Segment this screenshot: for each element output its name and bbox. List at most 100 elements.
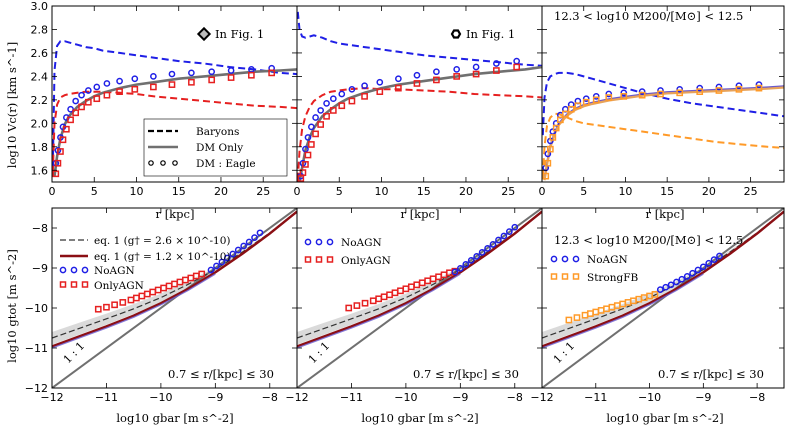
- onlyagn-dm-point: [52, 170, 60, 178]
- top-ylabel: log10 Vc(r) [km s^-1]: [5, 42, 19, 168]
- bottom-panel-1-ytick-label: −8: [32, 222, 48, 235]
- top-panel-1-ytick-label: 2.6: [31, 47, 49, 60]
- onlyagn-dm-point: [317, 121, 325, 128]
- legend-noagn-marker: [59, 266, 67, 274]
- strongfb-dm-point: [582, 98, 590, 106]
- noagn-dm-point: [78, 91, 85, 99]
- legend-onlyagn-marker: [81, 281, 89, 288]
- strongfb-dm-point: [755, 84, 763, 92]
- onlyagn-rar-point: [143, 290, 151, 298]
- onlyagn-dm-point: [131, 85, 139, 93]
- top-panel-1-ytick-label: 1.8: [31, 141, 49, 154]
- bottom-xlabel-2: log10 gbar [m s^-2]: [361, 411, 478, 425]
- noagn-dm-point: [638, 88, 646, 96]
- noagn-dm-point: [395, 75, 402, 83]
- onlyagn-dm-point: [54, 159, 62, 167]
- top-panel-1-xtick-label: 15: [172, 185, 186, 198]
- onlyagn-dm-point: [299, 169, 307, 176]
- strongfb-dm-point: [638, 91, 646, 99]
- legend-dm-eagle-marker: [148, 160, 154, 166]
- bottom-xlabel-1: log10 gbar [m s^-2]: [116, 411, 233, 425]
- strongfb-dm-point: [546, 145, 554, 153]
- onlyagn-dm-point: [348, 97, 356, 105]
- noagn-baryons-line: [52, 40, 297, 168]
- noagn-rar-point: [229, 250, 237, 258]
- onlyagn-rar-point: [149, 288, 157, 296]
- legend-eq-low-label: eq. 1 (g† = 2.6 × 10^-10): [94, 235, 231, 247]
- legend-eq-high-label: eq. 1 (g† = 1.2 × 10^-10): [94, 251, 231, 263]
- noagn-dm-point: [317, 107, 325, 114]
- onlyagn-rar-point: [176, 278, 184, 286]
- noagn-rar-point: [673, 278, 680, 286]
- noagn-rar-point: [240, 242, 247, 250]
- onlyagn-rar-point: [386, 291, 393, 299]
- noagn-rar-point: [473, 253, 481, 260]
- noagn-dm-point: [103, 80, 111, 87]
- onlyagn-rar-point: [133, 294, 140, 302]
- legend-dm-eagle-marker: [160, 160, 166, 166]
- strongfb-dm-point: [676, 89, 684, 97]
- panels-layer: 0 5 10 15 20 25 1.6 1.8 2.0 2.2 2.4 2.6 2.8 3.0 0 5 10 15…: [25, 0, 785, 404]
- noagn-dm-point: [376, 78, 384, 86]
- bottom-panel-1-xtick-label: −10: [149, 391, 172, 404]
- legend-noagn-label-1: NoAGN: [94, 265, 135, 277]
- noagn-dm-point: [605, 90, 613, 98]
- radius-range-label-1: 0.7 ≤ r/[kpc] ≤ 30: [168, 367, 274, 381]
- onlyagn-dm-point: [59, 136, 67, 144]
- onlyagn-dm-point: [361, 92, 368, 100]
- dmonly-curve: [542, 273, 704, 349]
- onlyagn-dm-point: [302, 161, 309, 168]
- top-title-2: In Fig. 1: [466, 27, 515, 41]
- bottom-panel-3-xtick-label: −8: [749, 391, 765, 404]
- strongfb-rar-point: [565, 316, 573, 324]
- noagn-rar-point: [678, 275, 686, 283]
- top-panel-3-frame: [541, 5, 785, 183]
- noagn-dm-point: [453, 66, 461, 73]
- bottom-legend-3: 12.3 < log10 M200/[M⊙] < 12.5 NoAGN Stro…: [550, 233, 743, 284]
- legend-noagn-marker: [315, 238, 323, 246]
- onlyagn-dm-point: [268, 69, 276, 77]
- noagn-dm-point: [338, 90, 346, 98]
- onlyagn-rar-point: [407, 283, 415, 291]
- noagn-rar-point: [451, 268, 459, 276]
- onlyagn-rar-point: [103, 303, 110, 311]
- top-panel-3-xtick-label: 15: [660, 185, 674, 198]
- noagn-dm-point: [84, 87, 92, 94]
- radius-range-label-2: 0.7 ≤ r/[kpc] ≤ 30: [413, 367, 519, 381]
- strongfb-dm-point: [735, 85, 743, 93]
- noagn-rar-point: [456, 265, 464, 272]
- onlyagn-rar-point: [380, 293, 388, 301]
- onlyagn-dm-point: [308, 141, 315, 148]
- legend-noagn-marker: [70, 266, 78, 274]
- noagn-rar-point: [213, 262, 220, 270]
- top-xlabel-1: r [kpc]: [156, 207, 195, 221]
- noagn-dm-point: [93, 83, 101, 91]
- onlyagn-rar-point: [397, 287, 404, 295]
- strongfb-dm-point: [567, 105, 575, 113]
- legend-noagn-marker: [561, 255, 569, 263]
- onlyagn-dm-point: [338, 102, 346, 110]
- noagn-dm-point: [323, 100, 330, 107]
- onlyagn-rar-point: [119, 299, 127, 306]
- noagn-rar-point: [234, 246, 242, 254]
- strongfb-dm-point: [620, 92, 628, 100]
- bottom-panel-3-xtick-label: −12: [530, 391, 553, 404]
- noagn-rar-point: [207, 266, 215, 274]
- top-panel-1-ytick-label: 3.0: [31, 0, 49, 13]
- top-panel-2-xtick-label: 15: [417, 185, 431, 198]
- noagn-rar-point: [500, 232, 508, 240]
- bottom-panel-2-xtick-label: −10: [394, 391, 417, 404]
- noagn-rar-point: [245, 238, 253, 246]
- legend-strongfb-marker: [572, 273, 580, 280]
- bottom-panel-2-marks: [297, 208, 542, 388]
- noagn-rar-point: [462, 261, 470, 268]
- noagn-rar-point: [467, 257, 475, 264]
- onlyagn-rar-point: [413, 281, 421, 289]
- noagn-rar-point: [689, 269, 696, 277]
- bottom-panel-1-xtick-label: −9: [207, 391, 223, 404]
- bottom-panel-1-marks: [52, 208, 297, 388]
- bottom-panel-3-xtick-label: −10: [638, 391, 661, 404]
- bottom-legend-2: NoAGN OnlyAGN: [304, 237, 391, 267]
- noagn-dm-point: [348, 85, 356, 93]
